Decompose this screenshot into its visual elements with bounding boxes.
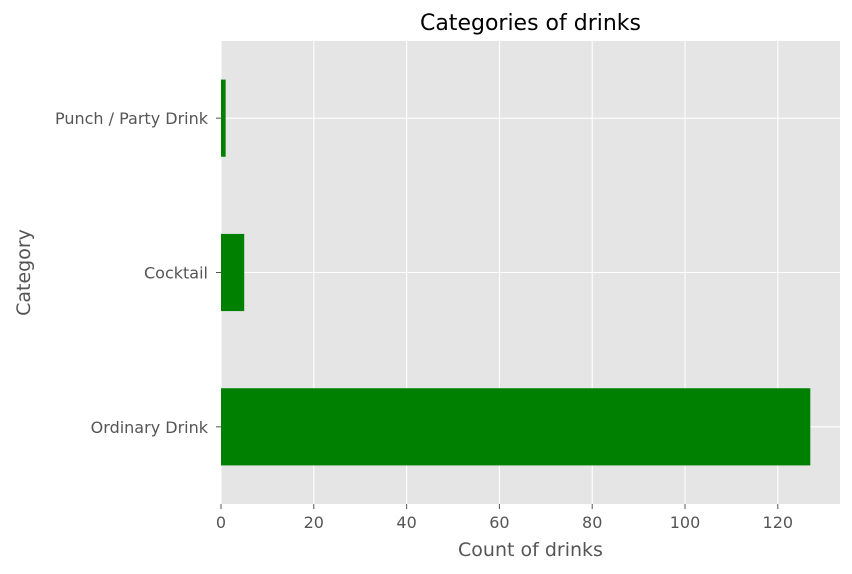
y-tick-label-2: Punch / Party Drink (55, 109, 209, 128)
x-tick-label-6: 120 (763, 513, 794, 532)
y-tick-label-0: Ordinary Drink (91, 418, 209, 437)
x-tick-label-0: 0 (216, 513, 226, 532)
x-tick-label-1: 20 (304, 513, 324, 532)
bar-ordinary-drink (221, 388, 811, 466)
chart-title: Categories of drinks (420, 11, 641, 36)
x-tick-label-4: 80 (582, 513, 602, 532)
bars (221, 79, 811, 466)
bar-punch-party-drink (221, 79, 226, 157)
x-tick-label-3: 60 (489, 513, 509, 532)
x-tick-label-5: 100 (670, 513, 701, 532)
axis-ticks: 0 20 40 60 80 100 120 Ordinary Drink Cocktail Pun… (55, 109, 793, 532)
bar-cocktail (221, 233, 245, 312)
y-tick-label-1: Cocktail (144, 264, 208, 283)
y-axis-label: Category (13, 229, 35, 316)
x-tick-label-2: 40 (396, 513, 416, 532)
x-axis-label: Count of drinks (458, 539, 603, 561)
